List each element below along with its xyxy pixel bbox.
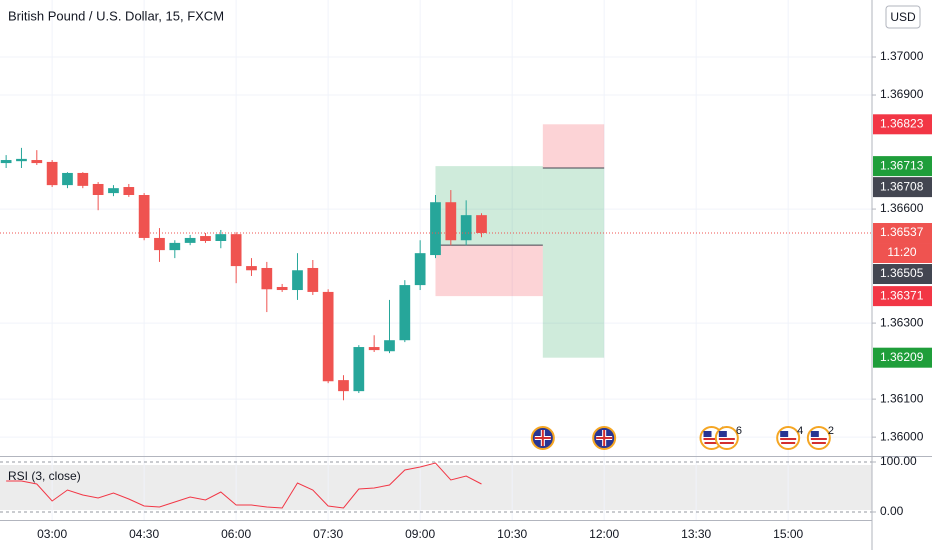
candle-body (154, 237, 165, 251)
chart-title: British Pound / U.S. Dollar, 15, FXCM (8, 8, 224, 23)
y-tick-label: 1.36900 (880, 87, 924, 101)
uk-flag-cross (596, 430, 613, 446)
candle-body (92, 183, 104, 195)
price-label-box (873, 347, 932, 368)
candle-body (246, 266, 257, 271)
price-label: 1.36505 (880, 266, 924, 280)
price-label-box (873, 156, 932, 177)
x-tick-label: 03:00 (37, 527, 67, 541)
price-label: 1.36708 (880, 179, 924, 193)
us-flag-canton (703, 431, 712, 437)
us-flag-canton (718, 431, 727, 437)
candle-body (138, 195, 150, 238)
event-count: 6 (736, 425, 742, 437)
candle-body (261, 267, 273, 290)
price-label: 1.36209 (880, 350, 924, 364)
x-tick-label: 06:00 (221, 527, 251, 541)
candle-body (108, 188, 119, 194)
price-label: 1.36371 (880, 288, 924, 302)
candle-body (62, 172, 73, 186)
countdown-box (873, 243, 932, 264)
y-tick-label: 1.36600 (880, 201, 924, 215)
candle-body (31, 160, 43, 164)
candle-body (292, 270, 303, 291)
target-zone (542, 168, 605, 358)
price-label: 1.36537 (880, 225, 924, 239)
x-tick-label: 15:00 (773, 527, 803, 541)
candle-body (200, 236, 211, 241)
candle-body (322, 291, 334, 382)
candle-body (77, 172, 89, 186)
candle-body (353, 347, 365, 392)
candle-body (399, 285, 411, 341)
rsi-label: RSI (3, close) (8, 469, 81, 483)
candle-body (16, 158, 27, 162)
candle-body (460, 215, 472, 241)
stop-zone (542, 124, 605, 169)
y-tick-label: 1.36100 (880, 391, 924, 405)
stop-zone (435, 245, 543, 297)
x-tick-label: 13:30 (681, 527, 711, 541)
candle-body (276, 286, 288, 291)
currency-button[interactable] (885, 5, 921, 29)
event-count: 4 (797, 425, 803, 437)
us-flag-canton (810, 431, 819, 437)
countdown: 11:20 (887, 245, 916, 259)
candle-body (430, 202, 441, 256)
x-tick-label: 09:00 (405, 527, 435, 541)
candle-body (46, 161, 58, 186)
candle-body (476, 215, 487, 234)
rsi-tick-label: 0.00 (880, 504, 904, 518)
rsi-tick-label: 100.00 (880, 454, 917, 468)
price-label-box (873, 114, 932, 135)
x-tick-label: 04:30 (129, 527, 159, 541)
candle-body (230, 234, 242, 267)
price-label: 1.36713 (880, 158, 924, 172)
price-label-box (873, 177, 932, 198)
x-tick-label: 10:30 (497, 527, 527, 541)
candle-body (414, 253, 426, 286)
y-tick-label: 1.36000 (880, 429, 924, 443)
price-label-box (873, 286, 932, 307)
candle-body (338, 380, 349, 392)
price-label: 1.36823 (880, 116, 924, 130)
price-label-box (873, 264, 932, 285)
rsi-line (6, 462, 482, 509)
candle-body (0, 160, 12, 164)
price-label-box (873, 223, 932, 244)
uk-flag-cross (534, 430, 551, 446)
y-tick-label: 1.37000 (880, 49, 924, 63)
y-tick-label: 1.36300 (880, 315, 924, 329)
candle-body (368, 347, 380, 351)
candle-body (307, 267, 319, 292)
rsi-band (0, 465, 872, 510)
candle-body (123, 187, 135, 195)
us-flag-stripes (780, 438, 797, 444)
us-flag-stripes (718, 438, 735, 444)
currency[interactable]: USD (890, 10, 916, 24)
candle-body (169, 242, 181, 251)
candle-body (384, 340, 395, 352)
x-tick-label: 12:00 (589, 527, 619, 541)
candle-body (215, 234, 227, 241)
us-flag-canton (780, 431, 789, 437)
event-count: 2 (828, 425, 834, 437)
us-flag-stripes (810, 438, 827, 444)
x-tick-label: 07:30 (313, 527, 343, 541)
candle-body (184, 237, 196, 243)
candle-body (445, 202, 457, 241)
